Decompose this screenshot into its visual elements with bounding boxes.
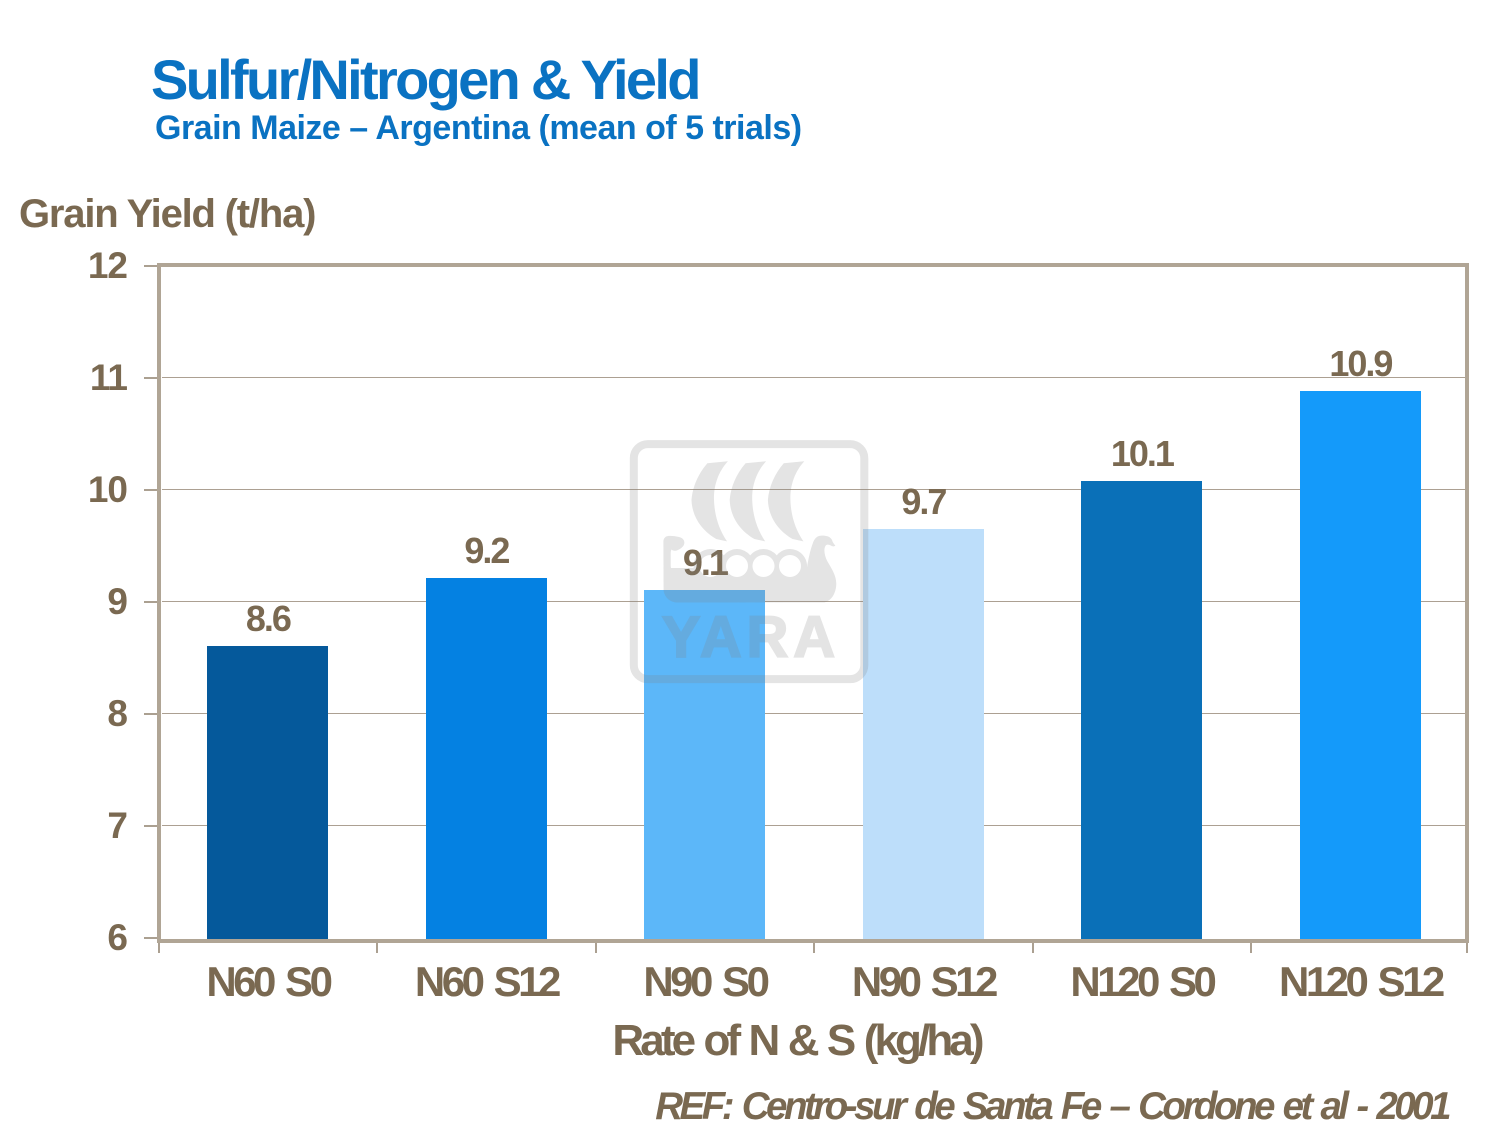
svg-text:YARA: YARA: [662, 605, 840, 670]
